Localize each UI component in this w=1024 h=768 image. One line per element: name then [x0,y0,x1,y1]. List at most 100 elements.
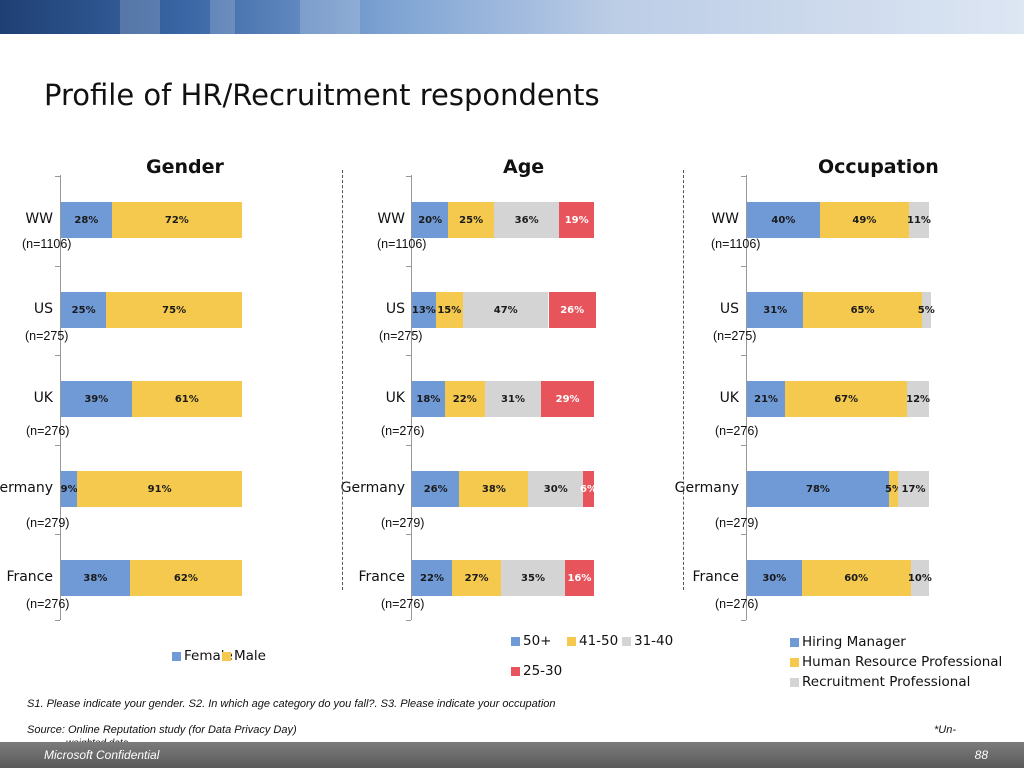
footer-bar: Microsoft Confidential 88 [0,742,1024,768]
stacked-bar: 22% 27% 35% 16% [412,560,594,596]
bar-segment: 38% [459,471,529,507]
bar-segment: 26% [548,292,596,328]
question-note: S1. Please indicate your gender. S2. In … [27,698,556,710]
legend-label: 25-30 [523,663,563,679]
bar-segment: 31% [484,381,542,417]
category-label: France [358,569,405,585]
bar-segment: 40% [747,202,820,238]
chart-title: Occupation [818,156,939,178]
bar-segment: 62% [129,560,242,596]
bar-segment: 28% [61,202,112,238]
bar-segment: 5% [918,292,935,328]
axis-tick [406,266,411,267]
bar-segment: 11% [907,202,931,238]
stacked-bar: 21% 67% 12% [747,381,930,417]
unweighted-note: *Un- [934,724,957,736]
footer-confidential: Microsoft Confidential [44,748,160,762]
legend-label: Hiring Manager [802,634,906,650]
axis-tick [741,176,746,177]
chart-title: Age [503,156,545,178]
panel-divider-2 [683,170,684,590]
sample-size-label: (n=275) [25,329,69,343]
sample-size-label: (n=276) [26,424,70,438]
stacked-bar: 25% 75% [61,292,242,328]
stacked-bar: 28% 72% [61,202,242,238]
legend-item: Recruitment Professional [790,674,970,690]
bar-segment: 9% [61,471,78,507]
category-label: France [6,569,53,585]
legend-swatch [511,666,520,676]
legend-item: Hiring Manager [790,634,906,650]
sample-size-label: (n=279) [715,516,759,530]
legend-label: Recruitment Professional [802,674,971,690]
bar-segment: 35% [501,560,565,596]
panel-divider-1 [342,170,343,590]
sample-size-label: (n=276) [715,424,759,438]
bar-segment: 61% [131,381,242,417]
stacked-bar: 13% 15% 47% 26% [412,292,596,328]
slide-title: Profile of HR/Recruitment respondents [44,78,600,112]
sample-size-label: (n=276) [26,597,70,611]
axis-tick [406,620,411,621]
bar-segment: 20% [412,202,449,238]
axis-tick [55,266,60,267]
bar-segment: 36% [493,202,560,238]
bar-segment: 13% [412,292,436,328]
sample-size-label: (n=276) [381,424,425,438]
legend-item: Female [172,648,233,664]
bar-segment: 26% [412,471,460,507]
bar-segment: 65% [803,292,922,328]
chart-title: Gender [146,156,224,178]
bar-segment: 78% [747,471,889,507]
bar-segment: 29% [541,381,594,417]
stacked-bar: 38% 62% [61,560,242,596]
axis-tick [741,266,746,267]
axis-tick [406,355,411,356]
legend-swatch [790,637,799,647]
bar-segment: 72% [111,202,242,238]
bar-segment: 16% [564,560,594,596]
axis-tick [55,355,60,356]
axis-tick [55,445,60,446]
legend-swatch [567,636,576,646]
sample-size-label: (n=276) [715,597,759,611]
legend-item: Male [222,648,266,664]
stacked-bar: 78% 5% 17% [747,471,929,507]
category-label: Germany [340,480,405,496]
axis-tick [55,620,60,621]
legend-label: Male [234,648,266,664]
stacked-bar: 39% 61% [61,381,242,417]
source-note: Source: Online Reputation study (for Dat… [27,724,297,736]
legend-item: 41-50 [567,633,618,649]
sample-size-label: (n=1106) [711,237,761,251]
sample-size-label: (n=1106) [22,237,72,251]
legend-item: Human Resource Professional [790,654,1002,670]
bar-segment: 25% [448,202,494,238]
category-label: France [692,569,739,585]
bar-segment: 49% [819,202,909,238]
legend-label: 41-50 [579,633,619,649]
stacked-bar: 30% 60% 10% [747,560,932,596]
category-axis [411,175,412,620]
stacked-bar: 31% 65% 5% [747,292,935,328]
bar-segment: 75% [106,292,242,328]
bar-segment: 31% [747,292,804,328]
bar-segment: 19% [559,202,594,238]
bar-segment: 91% [77,471,242,507]
bar-segment: 27% [452,560,502,596]
category-axis [60,175,61,620]
category-label: WW [711,211,739,227]
axis-tick [741,620,746,621]
bar-segment: 5% [885,471,902,507]
bar-segment: 22% [412,560,453,596]
legend-item: 31-40 [622,633,673,649]
legend-label: 31-40 [634,633,674,649]
sample-size-label: (n=1106) [377,237,427,251]
legend-item: 25-30 [511,663,562,679]
category-label: Germany [0,480,53,496]
bar-segment: 38% [61,560,130,596]
legend-swatch [790,657,799,667]
bar-segment: 12% [906,381,930,417]
stacked-bar: 18% 22% 31% 29% [412,381,594,417]
bar-segment: 30% [747,560,802,596]
